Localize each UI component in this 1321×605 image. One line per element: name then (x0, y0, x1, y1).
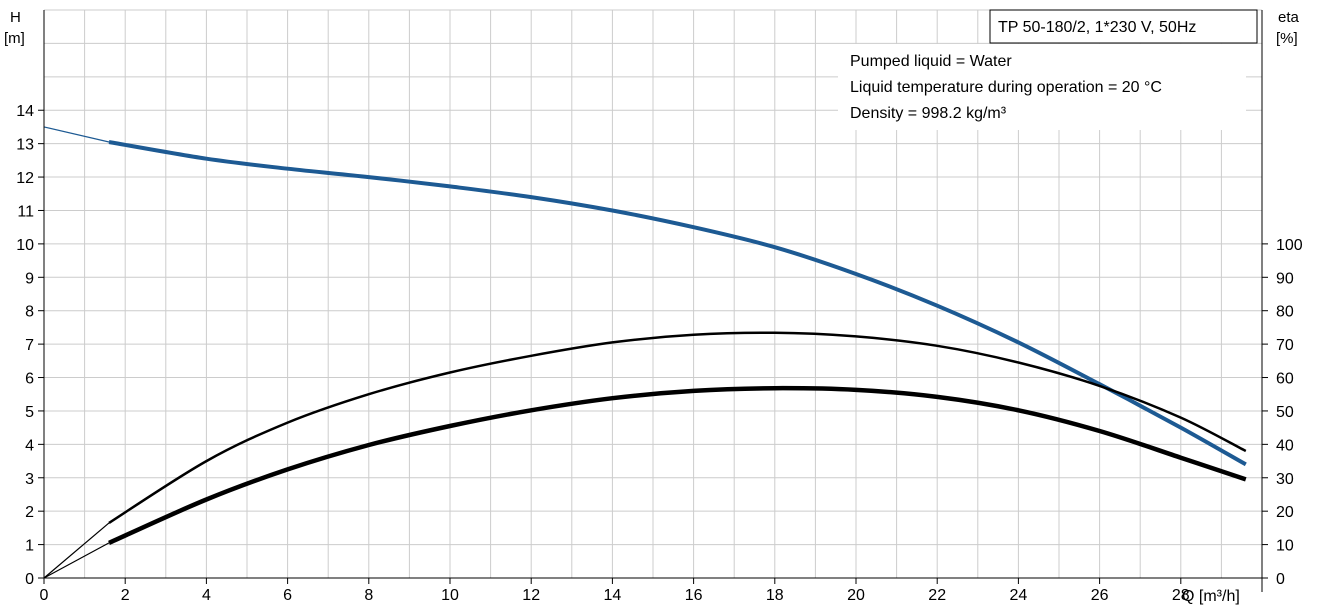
x-tick-label: 8 (364, 587, 373, 604)
y-right-tick-label: 70 (1276, 337, 1294, 354)
y-right-tick-label: 60 (1276, 371, 1294, 388)
x-tick-label: 28 (1172, 587, 1190, 604)
axes (38, 10, 1268, 592)
info-line-temperature: Liquid temperature during operation = 20… (850, 79, 1162, 96)
y-right-tick-label: 0 (1276, 571, 1285, 588)
x-axis-title: Q [m³/h] (1182, 588, 1240, 605)
y-left-tick-label: 7 (25, 337, 34, 354)
y-right-tick-label: 90 (1276, 270, 1294, 287)
y-left-tick-label: 9 (25, 270, 34, 287)
y-left-tick-label: 12 (16, 170, 34, 187)
y-left-title: H (10, 9, 21, 26)
x-tick-label: 18 (766, 587, 784, 604)
y-right-tick-label: 20 (1276, 504, 1294, 521)
y-left-tick-label: 13 (16, 137, 34, 154)
y-left-tick-label: 3 (25, 471, 34, 488)
x-tick-label: 10 (441, 587, 459, 604)
y-left-tick-label: 4 (25, 437, 34, 454)
info-line-pumped-liquid: Pumped liquid = Water (850, 53, 1012, 70)
chart-title: TP 50-180/2, 1*230 V, 50Hz (998, 19, 1196, 36)
y-left-tick-label: 10 (16, 237, 34, 254)
info-background (838, 44, 1246, 130)
title-box: TP 50-180/2, 1*230 V, 50Hz (989, 9, 1258, 44)
series-0-extrapolated-line (43, 126, 110, 143)
x-tick-label: 6 (283, 587, 292, 604)
y-left-tick-label: 2 (25, 504, 34, 521)
y-right-tick-label: 80 (1276, 304, 1294, 321)
y-right-tick-label: 30 (1276, 471, 1294, 488)
x-tick-label: 24 (1010, 587, 1028, 604)
y-right-unit: [%] (1276, 30, 1298, 47)
x-tick-label: 2 (121, 587, 130, 604)
y-left-tick-label: 1 (25, 538, 34, 555)
series-layer (43, 126, 1247, 579)
x-tick-label: 26 (1091, 587, 1109, 604)
x-tick-label: 4 (202, 587, 211, 604)
axis-labels: H [m] eta [%] Q [m³/h] 0 2 4 6 8 10 12 14 16 18 20… (4, 9, 1303, 605)
y-left-tick-label: 8 (25, 304, 34, 321)
x-tick-label: 12 (522, 587, 540, 604)
y-right-tick-label: 40 (1276, 437, 1294, 454)
series-2-extrapolated-line (43, 542, 110, 579)
y-right-title: eta (1278, 9, 1300, 26)
y-left-tick-label: 14 (16, 103, 34, 120)
series-1-extrapolated-line (43, 522, 110, 579)
y-right-tick-label: 50 (1276, 404, 1294, 421)
info-text-block: Pumped liquid = Water Liquid temperature… (850, 53, 1162, 122)
series-2-line (108, 385, 1247, 545)
x-tick-label: 20 (847, 587, 865, 604)
y-left-unit: [m] (4, 30, 25, 47)
y-left-tick-label: 11 (17, 203, 34, 220)
x-tick-label: 16 (685, 587, 703, 604)
x-tick-label: 0 (40, 587, 49, 604)
y-right-tick-label: 10 (1276, 538, 1294, 555)
info-line-density: Density = 998.2 kg/m³ (850, 105, 1007, 122)
series-0-line (108, 140, 1247, 467)
title-frame (989, 9, 1258, 44)
y-left-tick-label: 5 (25, 404, 34, 421)
y-left-tick-label: 6 (25, 371, 34, 388)
y-left-tick-label: 0 (25, 571, 34, 588)
series-1-line (108, 331, 1247, 524)
x-tick-label: 14 (604, 587, 622, 604)
y-right-tick-label: 100 (1276, 237, 1303, 254)
x-tick-label: 22 (928, 587, 946, 604)
